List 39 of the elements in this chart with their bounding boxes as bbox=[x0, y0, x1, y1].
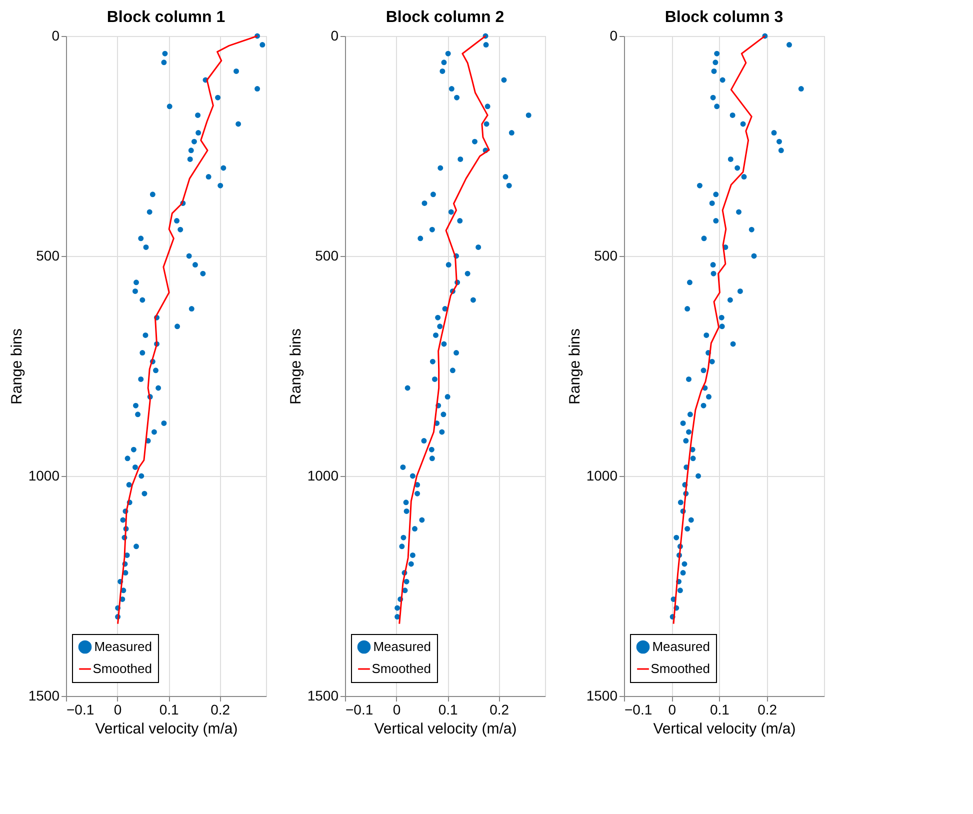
y-tick-label: 0 bbox=[52, 28, 60, 44]
chart-title: Block column 2 bbox=[386, 9, 504, 26]
legend-label: Smoothed bbox=[650, 661, 710, 676]
y-tick-label: 500 bbox=[594, 248, 618, 264]
x-tick-label: −0.1 bbox=[346, 702, 374, 718]
x-tick-label: 0.2 bbox=[210, 702, 230, 718]
chart-title: Block column 3 bbox=[664, 9, 784, 26]
legend-label: Smoothed bbox=[372, 661, 431, 676]
y-tick-label: 1500 bbox=[28, 688, 60, 704]
y-tick-label: 1000 bbox=[28, 468, 60, 484]
legend-label: Measured bbox=[373, 639, 431, 654]
legend-label: Measured bbox=[652, 639, 710, 654]
x-axis-title: Vertical velocity (m/a) bbox=[374, 720, 517, 738]
y-tick-label: 1000 bbox=[307, 468, 339, 484]
chart-title: Block column 1 bbox=[106, 9, 226, 26]
y-axis-title: Range bins bbox=[566, 328, 584, 404]
y-axis-title: Range bins bbox=[8, 328, 26, 404]
x-tick-label: 0 bbox=[114, 702, 122, 718]
y-tick-label: 1000 bbox=[586, 468, 618, 484]
x-tick-label: 0.2 bbox=[490, 702, 510, 718]
legend-label: Measured bbox=[94, 639, 152, 654]
y-tick-label: 0 bbox=[330, 28, 339, 44]
y-tick-label: 0 bbox=[610, 28, 618, 44]
x-tick-label: −0.1 bbox=[624, 702, 652, 718]
x-tick-label: 0 bbox=[392, 702, 401, 718]
legend-label: Smoothed bbox=[92, 661, 152, 676]
x-tick-label: 0.2 bbox=[758, 702, 778, 718]
y-tick-label: 500 bbox=[36, 248, 60, 264]
y-tick-label: 1500 bbox=[307, 688, 339, 704]
y-axis-title: Range bins bbox=[287, 328, 304, 404]
x-tick-label: 0.1 bbox=[159, 702, 180, 718]
x-axis-title: Vertical velocity (m/a) bbox=[95, 720, 238, 738]
x-axis-title: Vertical velocity (m/a) bbox=[653, 720, 796, 738]
x-tick-label: −0.1 bbox=[66, 702, 94, 718]
y-tick-label: 500 bbox=[315, 248, 339, 264]
x-tick-label: 0.1 bbox=[438, 702, 458, 718]
y-tick-label: 1500 bbox=[586, 688, 618, 704]
x-tick-label: 0 bbox=[668, 702, 676, 718]
x-tick-label: 0.1 bbox=[710, 702, 730, 718]
